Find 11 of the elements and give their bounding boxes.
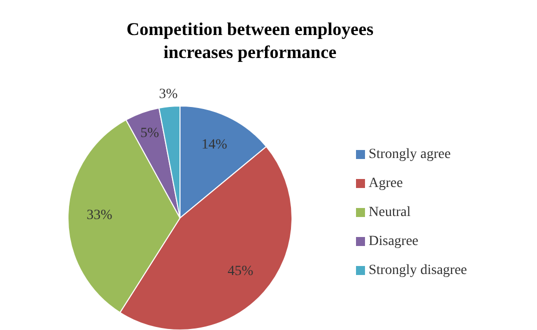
data-label: 14% [202,138,228,153]
legend-label: Disagree [368,234,418,249]
legend-label: Strongly disagree [368,263,467,278]
legend-label: Strongly agree [368,147,451,162]
data-label: 3% [158,87,178,102]
data-label: 5% [140,126,160,142]
data-label: 33% [86,208,113,223]
data-label: 45% [228,264,254,279]
legend-label: Neutral [368,205,411,220]
chart-title: Competition between employees increases performance [126,18,374,64]
legend-label: Agree [368,176,403,191]
